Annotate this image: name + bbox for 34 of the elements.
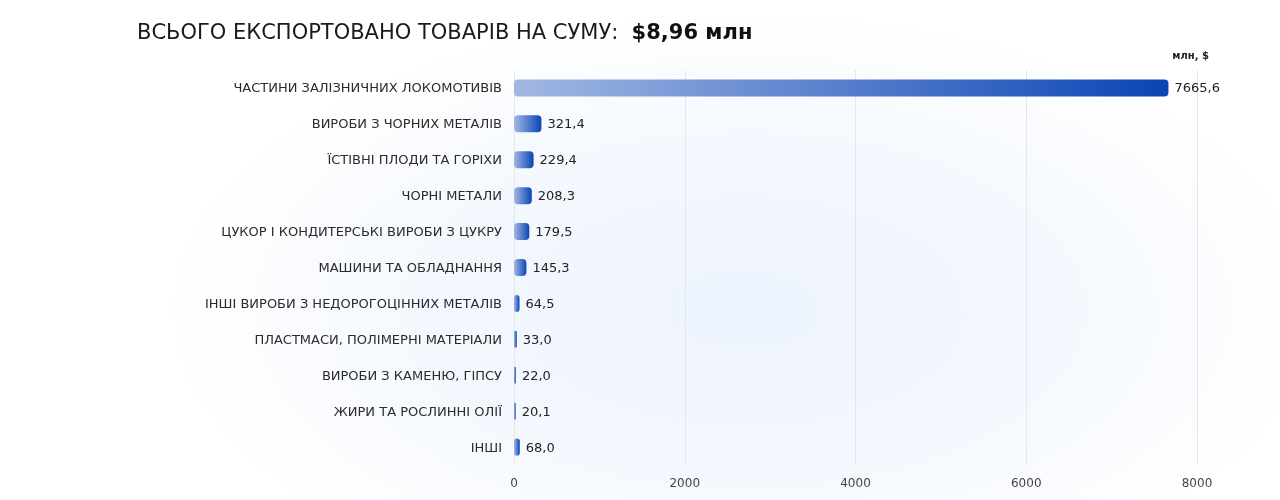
data-label: 7665,6 [1174, 80, 1220, 96]
data-label: 68,0 [525, 439, 555, 455]
data-label: 229,4 [539, 152, 577, 168]
data-label: 33,0 [522, 331, 552, 347]
y-tick-label: ІНШІ [470, 439, 502, 455]
x-tick-label: 2000 [669, 476, 701, 490]
data-label: 145,3 [532, 260, 570, 275]
data-label: 179,5 [535, 224, 573, 240]
x-tick-label: 6000 [1010, 476, 1042, 490]
data-label: 64,5 [525, 295, 555, 311]
y-tick-label: ІНШІ ВИРОБИ З НЕДОРОГОЦІННИХ МЕТАЛІВ [204, 295, 502, 311]
y-tick-label: ЖИРИ ТА РОСЛИННІ ОЛІЇ [333, 403, 503, 419]
bar [514, 115, 542, 133]
bar [514, 79, 1169, 97]
y-tick-label: ЇСТІВНІ ПЛОДИ ТА ГОРІХИ [327, 152, 502, 168]
y-tick-label: ЧАСТИНИ ЗАЛІЗНИЧНИХ ЛОКОМОТИВІВ [233, 80, 502, 96]
data-label: 321,4 [547, 116, 585, 132]
x-axis-title: млн, $ [1172, 49, 1210, 61]
x-tick-label: 0 [510, 476, 518, 490]
bar [514, 187, 532, 205]
data-label: 208,3 [537, 188, 575, 204]
y-tick-label: ПЛАСТМАСИ, ПОЛІМЕРНІ МАТЕРІАЛИ [254, 331, 502, 347]
y-tick-label: ВИРОБИ З ЧОРНИХ МЕТАЛІВ [311, 116, 502, 132]
y-tick-label: ЦУКОР І КОНДИТЕРСЬКІ ВИРОБИ З ЦУКРУ [221, 224, 503, 240]
y-tick-label: ЧОРНІ МЕТАЛИ [401, 188, 502, 204]
data-label: 22,0 [521, 367, 551, 383]
chart-title: ВСЬОГО ЕКСПОРТОВАНО ТОВАРІВ НА СУМУ: $8,96 млн [137, 19, 753, 44]
data-label: 20,1 [521, 403, 551, 419]
x-tick-label: 8000 [1181, 476, 1213, 490]
bar [514, 223, 530, 241]
y-tick-label: МАШИНИ ТА ОБЛАДНАННЯ [318, 260, 502, 275]
x-tick-label: 4000 [840, 476, 871, 490]
bar [514, 151, 534, 169]
y-tick-label: ВИРОБИ З КАМЕНЮ, ГІПСУ [321, 367, 503, 383]
